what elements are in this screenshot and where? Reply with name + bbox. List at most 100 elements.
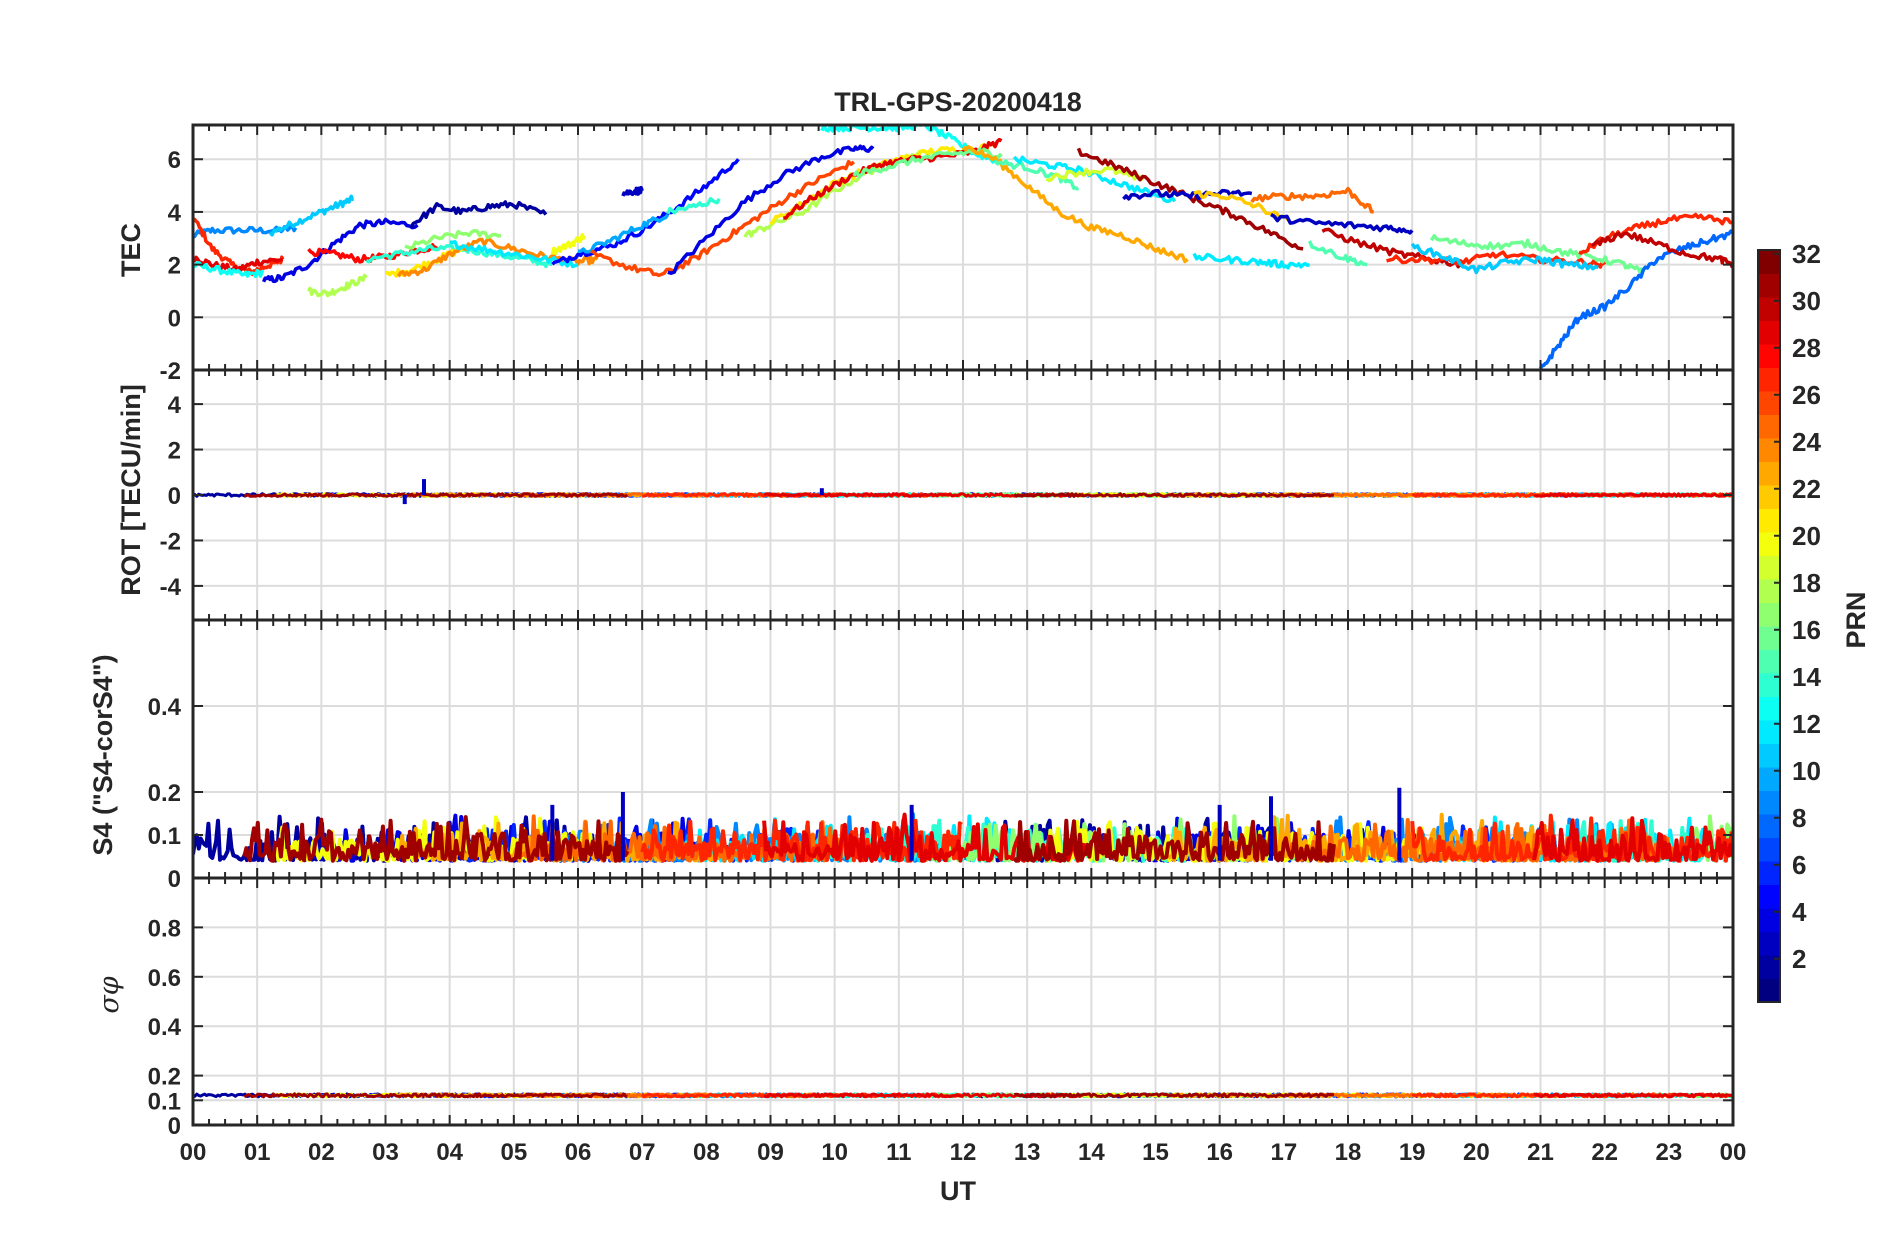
rot-series-prn-31 bbox=[1013, 492, 1335, 498]
colorbar-swatch bbox=[1758, 649, 1780, 674]
colorbar-swatch bbox=[1758, 743, 1780, 768]
colorbar-tick-label: 6 bbox=[1792, 850, 1806, 880]
colorbar-swatch bbox=[1758, 908, 1780, 932]
colorbar-swatch bbox=[1758, 508, 1780, 533]
colorbar-swatch bbox=[1758, 814, 1780, 838]
x-tick-label: 13 bbox=[1014, 1139, 1041, 1166]
colorbar-swatch bbox=[1758, 884, 1780, 909]
colorbar-swatch bbox=[1758, 579, 1780, 603]
y-tick-label: 4 bbox=[168, 392, 182, 419]
series-tec bbox=[193, 125, 1733, 370]
colorbar-swatch bbox=[1758, 978, 1780, 1003]
y-tick-label: 0 bbox=[168, 1113, 181, 1140]
tec-series-prn-11 bbox=[1410, 242, 1599, 275]
tec-series-prn-18 bbox=[306, 273, 368, 298]
colorbar-swatch bbox=[1758, 861, 1780, 885]
tec-series-prn-27 bbox=[1578, 212, 1733, 255]
tec-series-prn-23 bbox=[961, 144, 1189, 264]
colorbar-tick-label: 12 bbox=[1792, 709, 1821, 739]
series-rot bbox=[193, 479, 1733, 505]
x-tick-label: 21 bbox=[1527, 1139, 1554, 1166]
y-tick-label: 0.4 bbox=[148, 694, 182, 721]
colorbar-swatch bbox=[1758, 485, 1780, 509]
y-axis-label-rot: ROT [TECU/min] bbox=[116, 384, 146, 595]
y-tick-label: -2 bbox=[160, 528, 181, 555]
x-tick-label: 09 bbox=[757, 1139, 784, 1166]
y-axis-label-sigma: σφ bbox=[94, 976, 125, 1013]
colorbar-swatch bbox=[1758, 555, 1780, 580]
x-tick-label: 00 bbox=[180, 1139, 207, 1166]
x-tick-label: 03 bbox=[372, 1139, 399, 1166]
tec-series-prn-28 bbox=[307, 243, 439, 264]
colorbar-swatch bbox=[1758, 344, 1780, 368]
y-tick-label: -4 bbox=[160, 574, 182, 601]
tec-series-prn-15 bbox=[1307, 240, 1368, 267]
colorbar-swatch bbox=[1758, 626, 1780, 650]
tec-series-prn-15 bbox=[993, 159, 1080, 191]
colorbar-tick-label: 8 bbox=[1792, 803, 1806, 833]
y-tick-label: 0.2 bbox=[148, 1064, 181, 1091]
tec-series-prn-10 bbox=[577, 213, 670, 254]
panel-sigma: 00.10.2 0.4 0.6 0.8 σφ bbox=[94, 876, 1735, 1140]
tec-series-prn-4 bbox=[261, 217, 419, 284]
tec-series-prn-12 bbox=[1192, 252, 1311, 270]
colorbar-tick-label: 20 bbox=[1792, 521, 1821, 551]
tec-series-prn-25 bbox=[1250, 186, 1374, 214]
y-tick-label: 0 bbox=[168, 305, 181, 332]
colorbar-swatch bbox=[1758, 414, 1780, 439]
colorbar-frame bbox=[1757, 249, 1781, 1003]
x-tick-label: 18 bbox=[1335, 1139, 1362, 1166]
y-tick-label: 4 bbox=[168, 200, 182, 227]
y-tick-label: 0.2 bbox=[148, 780, 181, 807]
y-tick-label: 0 bbox=[168, 866, 181, 893]
colorbar-tick-label: 26 bbox=[1792, 380, 1821, 410]
tec-series-prn-19 bbox=[1045, 166, 1145, 183]
tec-series-prn-16 bbox=[1429, 234, 1645, 274]
tec-series-prn-27 bbox=[1386, 250, 1607, 269]
colorbar-swatch bbox=[1758, 461, 1780, 486]
y-axis-label-s4: S4 ("S4-corS4") bbox=[88, 654, 118, 855]
colorbar-swatch bbox=[1758, 602, 1780, 627]
colorbar-tick-label: 16 bbox=[1792, 615, 1821, 645]
tec-series-prn-26 bbox=[590, 159, 856, 278]
tec-series-prn-30 bbox=[1321, 227, 1464, 269]
tec-series-prn-2 bbox=[409, 200, 548, 229]
colorbar-tick-label: 10 bbox=[1792, 756, 1821, 786]
colorbar-tick-label: 18 bbox=[1792, 568, 1821, 598]
sigma-series-prn-31 bbox=[1014, 1092, 1334, 1099]
colorbar-tick-label: 28 bbox=[1792, 333, 1821, 363]
series-s4 bbox=[193, 787, 1733, 863]
colorbar-tick-label: 30 bbox=[1792, 286, 1821, 316]
s4-series-prn-31 bbox=[1012, 818, 1336, 863]
x-tick-label: 01 bbox=[244, 1139, 271, 1166]
colorbar-swatch bbox=[1758, 790, 1780, 815]
tec-series-prn-20 bbox=[550, 232, 587, 256]
x-tick-label: 22 bbox=[1591, 1139, 1618, 1166]
panel-s4: 0 0.1 0.2 0.4 S4 ("S4-corS4") bbox=[88, 618, 1735, 893]
tec-series-prn-30 bbox=[1590, 231, 1733, 269]
x-tick-label: 02 bbox=[308, 1139, 335, 1166]
colorbar-swatch bbox=[1758, 367, 1780, 392]
x-tick-label: 14 bbox=[1078, 1139, 1105, 1166]
x-axis-label: UT bbox=[940, 1176, 976, 1206]
x-tick-label: 16 bbox=[1206, 1139, 1233, 1166]
colorbar-swatch bbox=[1758, 696, 1780, 721]
x-axis-ticks: 00 01 02 03 04 05 06 07 08 09 10 11 12 13 14 15 16 17 18 19… bbox=[180, 1139, 1747, 1166]
tec-series-prn-16 bbox=[852, 147, 1003, 179]
colorbar-swatch bbox=[1758, 532, 1780, 556]
colorbar-swatch bbox=[1758, 931, 1780, 956]
y-tick-label: 0.1 bbox=[148, 823, 181, 850]
y-axis-label-tec: TEC bbox=[116, 223, 146, 277]
colorbar-tick-label: 4 bbox=[1792, 897, 1807, 927]
tec-series-prn-11 bbox=[268, 194, 355, 237]
rot-series-prn-29 bbox=[1533, 492, 1733, 498]
x-tick-label: 12 bbox=[950, 1139, 977, 1166]
colorbar-swatch bbox=[1758, 720, 1780, 744]
colorbar-swatch bbox=[1758, 767, 1780, 791]
chart-title: TRL-GPS-20200418 bbox=[834, 87, 1082, 117]
colorbar-tick-label: 32 bbox=[1792, 239, 1821, 269]
colorbar-swatch bbox=[1758, 320, 1780, 345]
rot-series-prn-31 bbox=[243, 492, 629, 498]
